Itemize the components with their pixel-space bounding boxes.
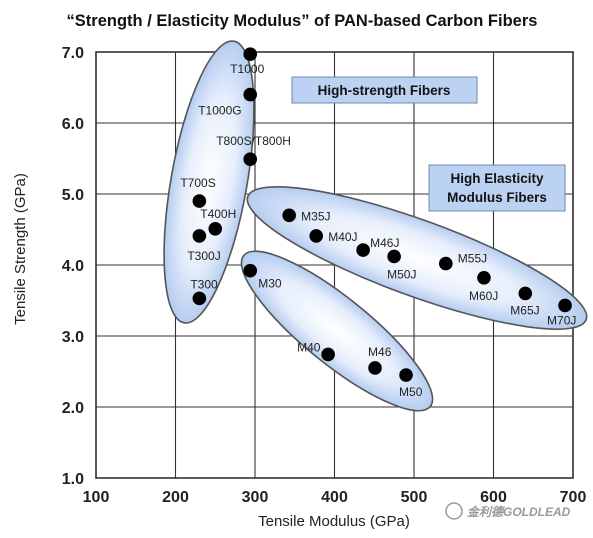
y-tick-label: 1.0	[62, 471, 84, 488]
y-tick-label: 3.0	[62, 329, 84, 346]
data-point-m50j	[387, 249, 401, 264]
point-label-m70j: M70J	[547, 313, 576, 327]
point-label-t1000: T1000	[230, 62, 264, 76]
y-tick-label: 4.0	[62, 258, 84, 275]
watermark: 金利德GOLDLEAD	[445, 502, 571, 520]
x-tick-label: 100	[83, 489, 110, 506]
data-point-m40j	[309, 229, 324, 243]
high-strength-region	[163, 40, 255, 324]
data-point-m55j	[439, 256, 453, 271]
x-axis-label: Tensile Modulus (GPa)	[258, 513, 410, 530]
x-tick-label: 500	[401, 489, 428, 506]
data-point-t400h	[208, 221, 223, 236]
data-point-m70j	[558, 298, 572, 313]
data-point-t1000	[243, 47, 258, 61]
data-point-m30	[243, 263, 258, 278]
data-point-m35j	[282, 208, 296, 223]
point-label-m40j: M40J	[328, 230, 357, 244]
point-label-m30: M30	[258, 277, 282, 291]
group-label-high-strength: High-strength Fibers	[291, 76, 478, 104]
data-point-m40	[321, 347, 335, 362]
data-point-m60j	[477, 270, 491, 285]
point-label-t700s: T700S	[180, 176, 215, 190]
watermark-logo-icon	[445, 502, 463, 520]
data-point-t300	[192, 291, 207, 306]
high-modulus-region	[246, 186, 588, 330]
data-point-t1000g	[243, 87, 258, 102]
point-label-t300j: T300J	[187, 249, 220, 263]
point-label-t800s-t800h: T800S/T800H	[216, 134, 291, 148]
group-label-text: Modulus Fibers	[447, 190, 547, 205]
point-label-m50j: M50J	[387, 267, 416, 281]
point-labels: T1000 T1000G T800S/T800H T700S T400H T300J T30…	[180, 62, 576, 399]
y-tick-label: 5.0	[62, 187, 84, 204]
point-label-m46: M46	[368, 345, 392, 359]
data-point-m46j	[356, 243, 370, 257]
data-point-t800s-t800h	[243, 152, 258, 167]
data-point-m50	[399, 368, 413, 382]
data-points	[192, 47, 572, 382]
point-label-m46j: M46J	[370, 236, 399, 250]
data-point-m65j	[518, 286, 533, 301]
point-label-t400h: T400H	[200, 207, 236, 221]
y-tick-labels: 1.0 2.0 3.0 4.0 5.0 6.0 7.0	[62, 45, 84, 488]
group-label-text: High Elasticity	[450, 171, 544, 186]
point-label-m35j: M35J	[301, 209, 330, 223]
data-point-m46	[368, 361, 382, 375]
point-label-m50: M50	[399, 385, 423, 399]
point-label-m55j: M55J	[458, 252, 487, 266]
x-tick-label: 400	[321, 489, 348, 506]
y-tick-label: 7.0	[62, 45, 84, 62]
point-label-t1000g: T1000G	[198, 104, 241, 118]
x-tick-label: 300	[242, 489, 269, 506]
x-tick-label: 600	[480, 489, 507, 506]
group-label-high-elasticity: High Elasticity Modulus Fibers	[428, 164, 566, 212]
x-tick-label: 200	[162, 489, 189, 506]
standard-modulus-region	[240, 250, 434, 412]
y-tick-label: 6.0	[62, 116, 84, 133]
chart-title: “Strength / Elasticity Modulus” of PAN-b…	[67, 12, 538, 30]
point-label-t300: T300	[190, 277, 218, 291]
group-labels: High-strength Fibers High Elasticity Modul…	[291, 76, 566, 212]
y-axis-label: Tensile Strength (GPa)	[12, 173, 29, 325]
x-tick-labels: 100 200 300 400 500 600 700	[83, 489, 587, 506]
group-label-text: High-strength Fibers	[318, 83, 451, 98]
point-label-m40: M40	[297, 340, 321, 354]
point-label-m65j: M65J	[510, 303, 539, 317]
group-regions	[163, 40, 588, 412]
y-tick-label: 2.0	[62, 400, 84, 417]
x-tick-label: 700	[560, 489, 587, 506]
data-point-t700s	[192, 194, 207, 208]
watermark-text: 金利德GOLDLEAD	[467, 505, 571, 519]
point-label-m60j: M60J	[469, 289, 498, 303]
data-point-t300j	[192, 229, 207, 243]
